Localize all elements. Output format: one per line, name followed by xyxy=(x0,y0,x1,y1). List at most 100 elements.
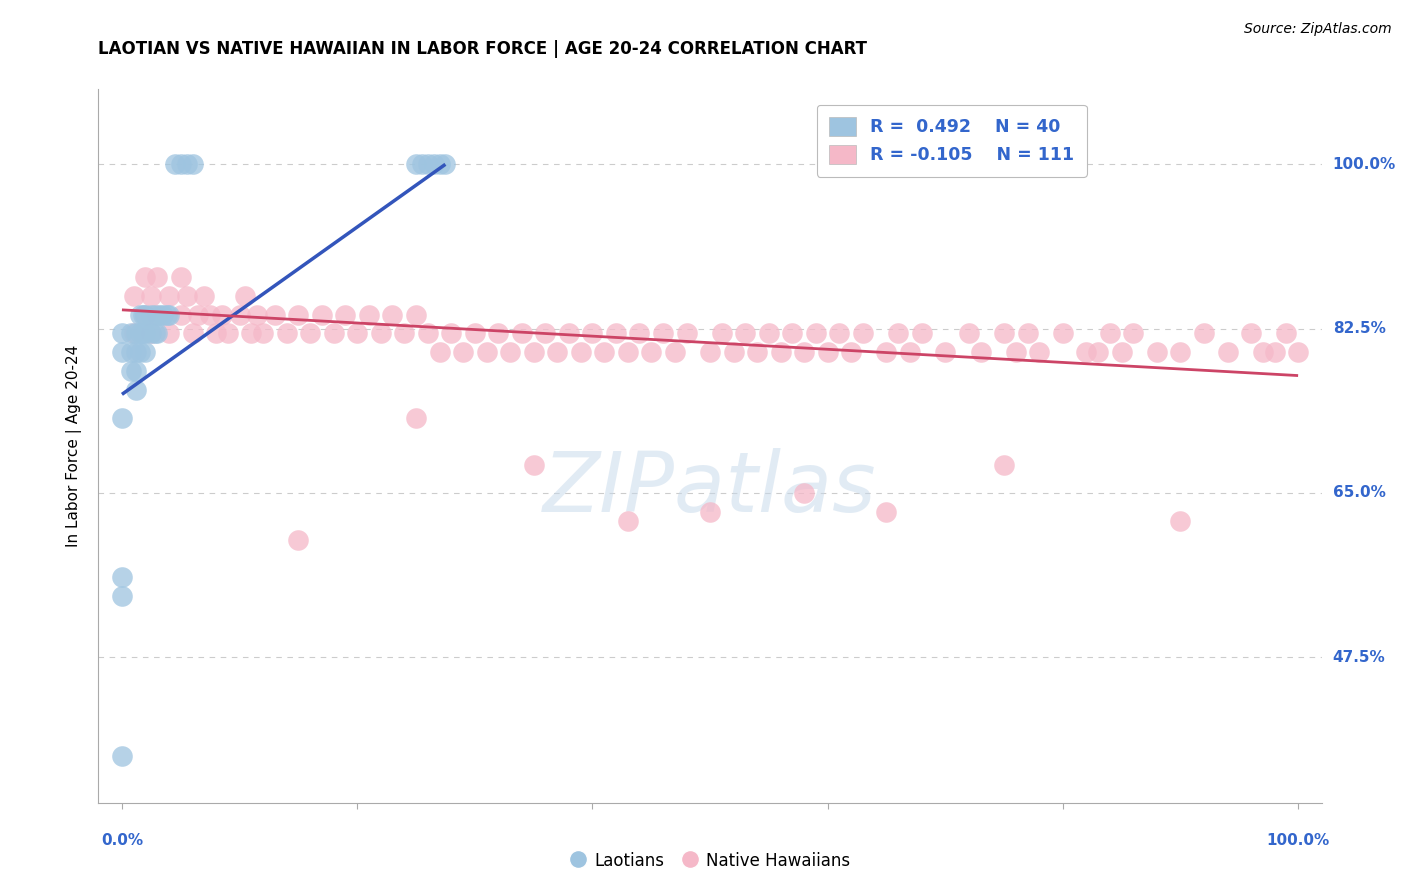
Point xyxy=(1192,326,1215,341)
Point xyxy=(125,326,148,341)
Point xyxy=(745,345,768,359)
Point xyxy=(1146,345,1168,359)
Point xyxy=(782,326,804,341)
Point xyxy=(699,505,721,519)
Text: 100.0%: 100.0% xyxy=(1267,833,1330,848)
Y-axis label: In Labor Force | Age 20-24: In Labor Force | Age 20-24 xyxy=(66,345,83,547)
Point xyxy=(793,345,815,359)
Point xyxy=(152,308,174,322)
Text: 82.5%: 82.5% xyxy=(1333,321,1386,336)
Point xyxy=(429,157,451,171)
Point xyxy=(128,345,150,359)
Point xyxy=(1275,326,1298,341)
Point xyxy=(429,345,451,359)
Point xyxy=(156,308,179,322)
Point xyxy=(887,326,910,341)
Point xyxy=(252,326,274,341)
Point xyxy=(122,326,145,341)
Point xyxy=(875,345,897,359)
Point xyxy=(558,326,581,341)
Point xyxy=(311,308,333,322)
Point xyxy=(211,308,233,322)
Point xyxy=(464,326,486,341)
Point xyxy=(141,308,163,322)
Text: 100.0%: 100.0% xyxy=(1333,157,1396,172)
Point xyxy=(322,326,344,341)
Point xyxy=(710,326,733,341)
Point xyxy=(176,157,198,171)
Point xyxy=(149,308,172,322)
Point xyxy=(405,410,427,425)
Point xyxy=(335,308,357,322)
Point xyxy=(640,345,662,359)
Point xyxy=(934,345,956,359)
Point xyxy=(1264,345,1286,359)
Point xyxy=(125,345,148,359)
Point xyxy=(198,308,221,322)
Point xyxy=(422,157,444,171)
Point xyxy=(486,326,509,341)
Point xyxy=(569,345,592,359)
Point xyxy=(299,326,322,341)
Point xyxy=(392,326,415,341)
Point xyxy=(769,345,792,359)
Point xyxy=(287,533,309,547)
Point xyxy=(157,326,180,341)
Point xyxy=(146,326,169,341)
Point xyxy=(546,345,568,359)
Point xyxy=(163,157,186,171)
Point xyxy=(217,326,239,341)
Point xyxy=(993,326,1015,341)
Point xyxy=(1076,345,1098,359)
Point xyxy=(141,326,163,341)
Point xyxy=(593,345,616,359)
Point xyxy=(263,308,285,322)
Point xyxy=(111,589,134,603)
Point xyxy=(134,345,156,359)
Point xyxy=(605,326,627,341)
Point xyxy=(440,326,463,341)
Point xyxy=(1087,345,1109,359)
Point xyxy=(170,270,193,285)
Point xyxy=(405,157,427,171)
Point xyxy=(451,345,474,359)
Point xyxy=(125,364,148,378)
Point xyxy=(120,326,142,341)
Point xyxy=(616,514,638,528)
Point xyxy=(1098,326,1121,341)
Point xyxy=(132,308,155,322)
Text: 47.5%: 47.5% xyxy=(1333,649,1385,665)
Point xyxy=(1286,345,1309,359)
Point xyxy=(128,326,150,341)
Point xyxy=(875,505,897,519)
Text: ZIPatlas: ZIPatlas xyxy=(543,449,877,529)
Point xyxy=(134,270,156,285)
Text: 65.0%: 65.0% xyxy=(1333,485,1386,500)
Point xyxy=(405,308,427,322)
Point xyxy=(817,345,839,359)
Point xyxy=(1004,345,1026,359)
Point xyxy=(616,345,638,359)
Point xyxy=(134,308,156,322)
Text: Source: ZipAtlas.com: Source: ZipAtlas.com xyxy=(1244,22,1392,37)
Point xyxy=(128,308,150,322)
Point xyxy=(411,157,433,171)
Point xyxy=(957,326,980,341)
Point xyxy=(828,326,851,341)
Point xyxy=(111,748,134,763)
Point xyxy=(664,345,686,359)
Point xyxy=(141,289,163,303)
Point xyxy=(675,326,697,341)
Point xyxy=(346,326,368,341)
Point xyxy=(510,326,533,341)
Point xyxy=(898,345,921,359)
Point xyxy=(146,308,169,322)
Point xyxy=(125,383,148,397)
Point xyxy=(793,486,815,500)
Point xyxy=(235,289,257,303)
Point xyxy=(176,289,198,303)
Legend: Laotians, Native Hawaiians: Laotians, Native Hawaiians xyxy=(562,846,858,877)
Point xyxy=(852,326,875,341)
Point xyxy=(723,345,745,359)
Text: 0.0%: 0.0% xyxy=(101,833,143,848)
